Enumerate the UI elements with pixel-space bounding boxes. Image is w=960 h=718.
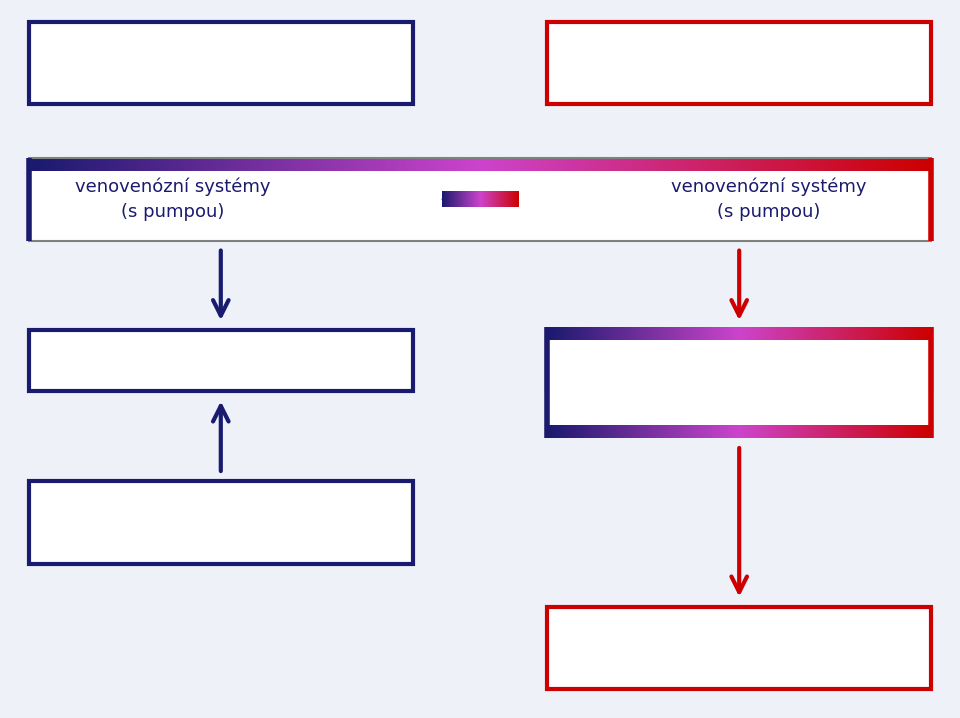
Text: + perfúze: + perfúze [695, 655, 783, 673]
FancyBboxPatch shape [29, 22, 413, 104]
Text: ECMO): ECMO) [707, 394, 772, 414]
FancyBboxPatch shape [547, 22, 931, 104]
Text: low-flow: low-flow [168, 35, 274, 55]
Text: high-flow: high-flow [676, 35, 793, 55]
FancyBboxPatch shape [29, 158, 931, 241]
FancyBboxPatch shape [29, 481, 413, 564]
Text: arteriovenózní systémy: arteriovenózní systémy [115, 499, 326, 517]
Text: venovenózní systémy: venovenózní systémy [76, 177, 271, 195]
Text: oxygenace + eliminace CO₂: oxygenace + eliminace CO₂ [613, 623, 865, 641]
Text: (s pumpou): (s pumpou) [122, 203, 225, 221]
FancyBboxPatch shape [29, 330, 413, 391]
Text: systémy: systémy [835, 34, 929, 55]
Text: eliminace CO₂: eliminace CO₂ [152, 351, 290, 370]
Text: oxygenace + eliminace CO₂: oxygenace + eliminace CO₂ [613, 352, 865, 370]
Text: (s pumpou, kardiální: (s pumpou, kardiální [639, 373, 839, 392]
FancyBboxPatch shape [547, 327, 931, 438]
Text: (bez pumpy): (bez pumpy) [163, 528, 278, 546]
Text: venovenózní systémy: venovenózní systémy [671, 177, 867, 195]
FancyBboxPatch shape [547, 330, 931, 391]
Text: venoarteriální systémy: venoarteriální systémy [627, 351, 852, 370]
Text: (s pumpou): (s pumpou) [717, 203, 821, 221]
FancyBboxPatch shape [547, 607, 931, 689]
Text: systémy: systémy [307, 34, 401, 55]
Text: blood flow/cardiac output > 0,5: blood flow/cardiac output > 0,5 [624, 73, 854, 88]
Text: blood flow/cardiac output <0,5: blood flow/cardiac output <0,5 [108, 73, 334, 88]
